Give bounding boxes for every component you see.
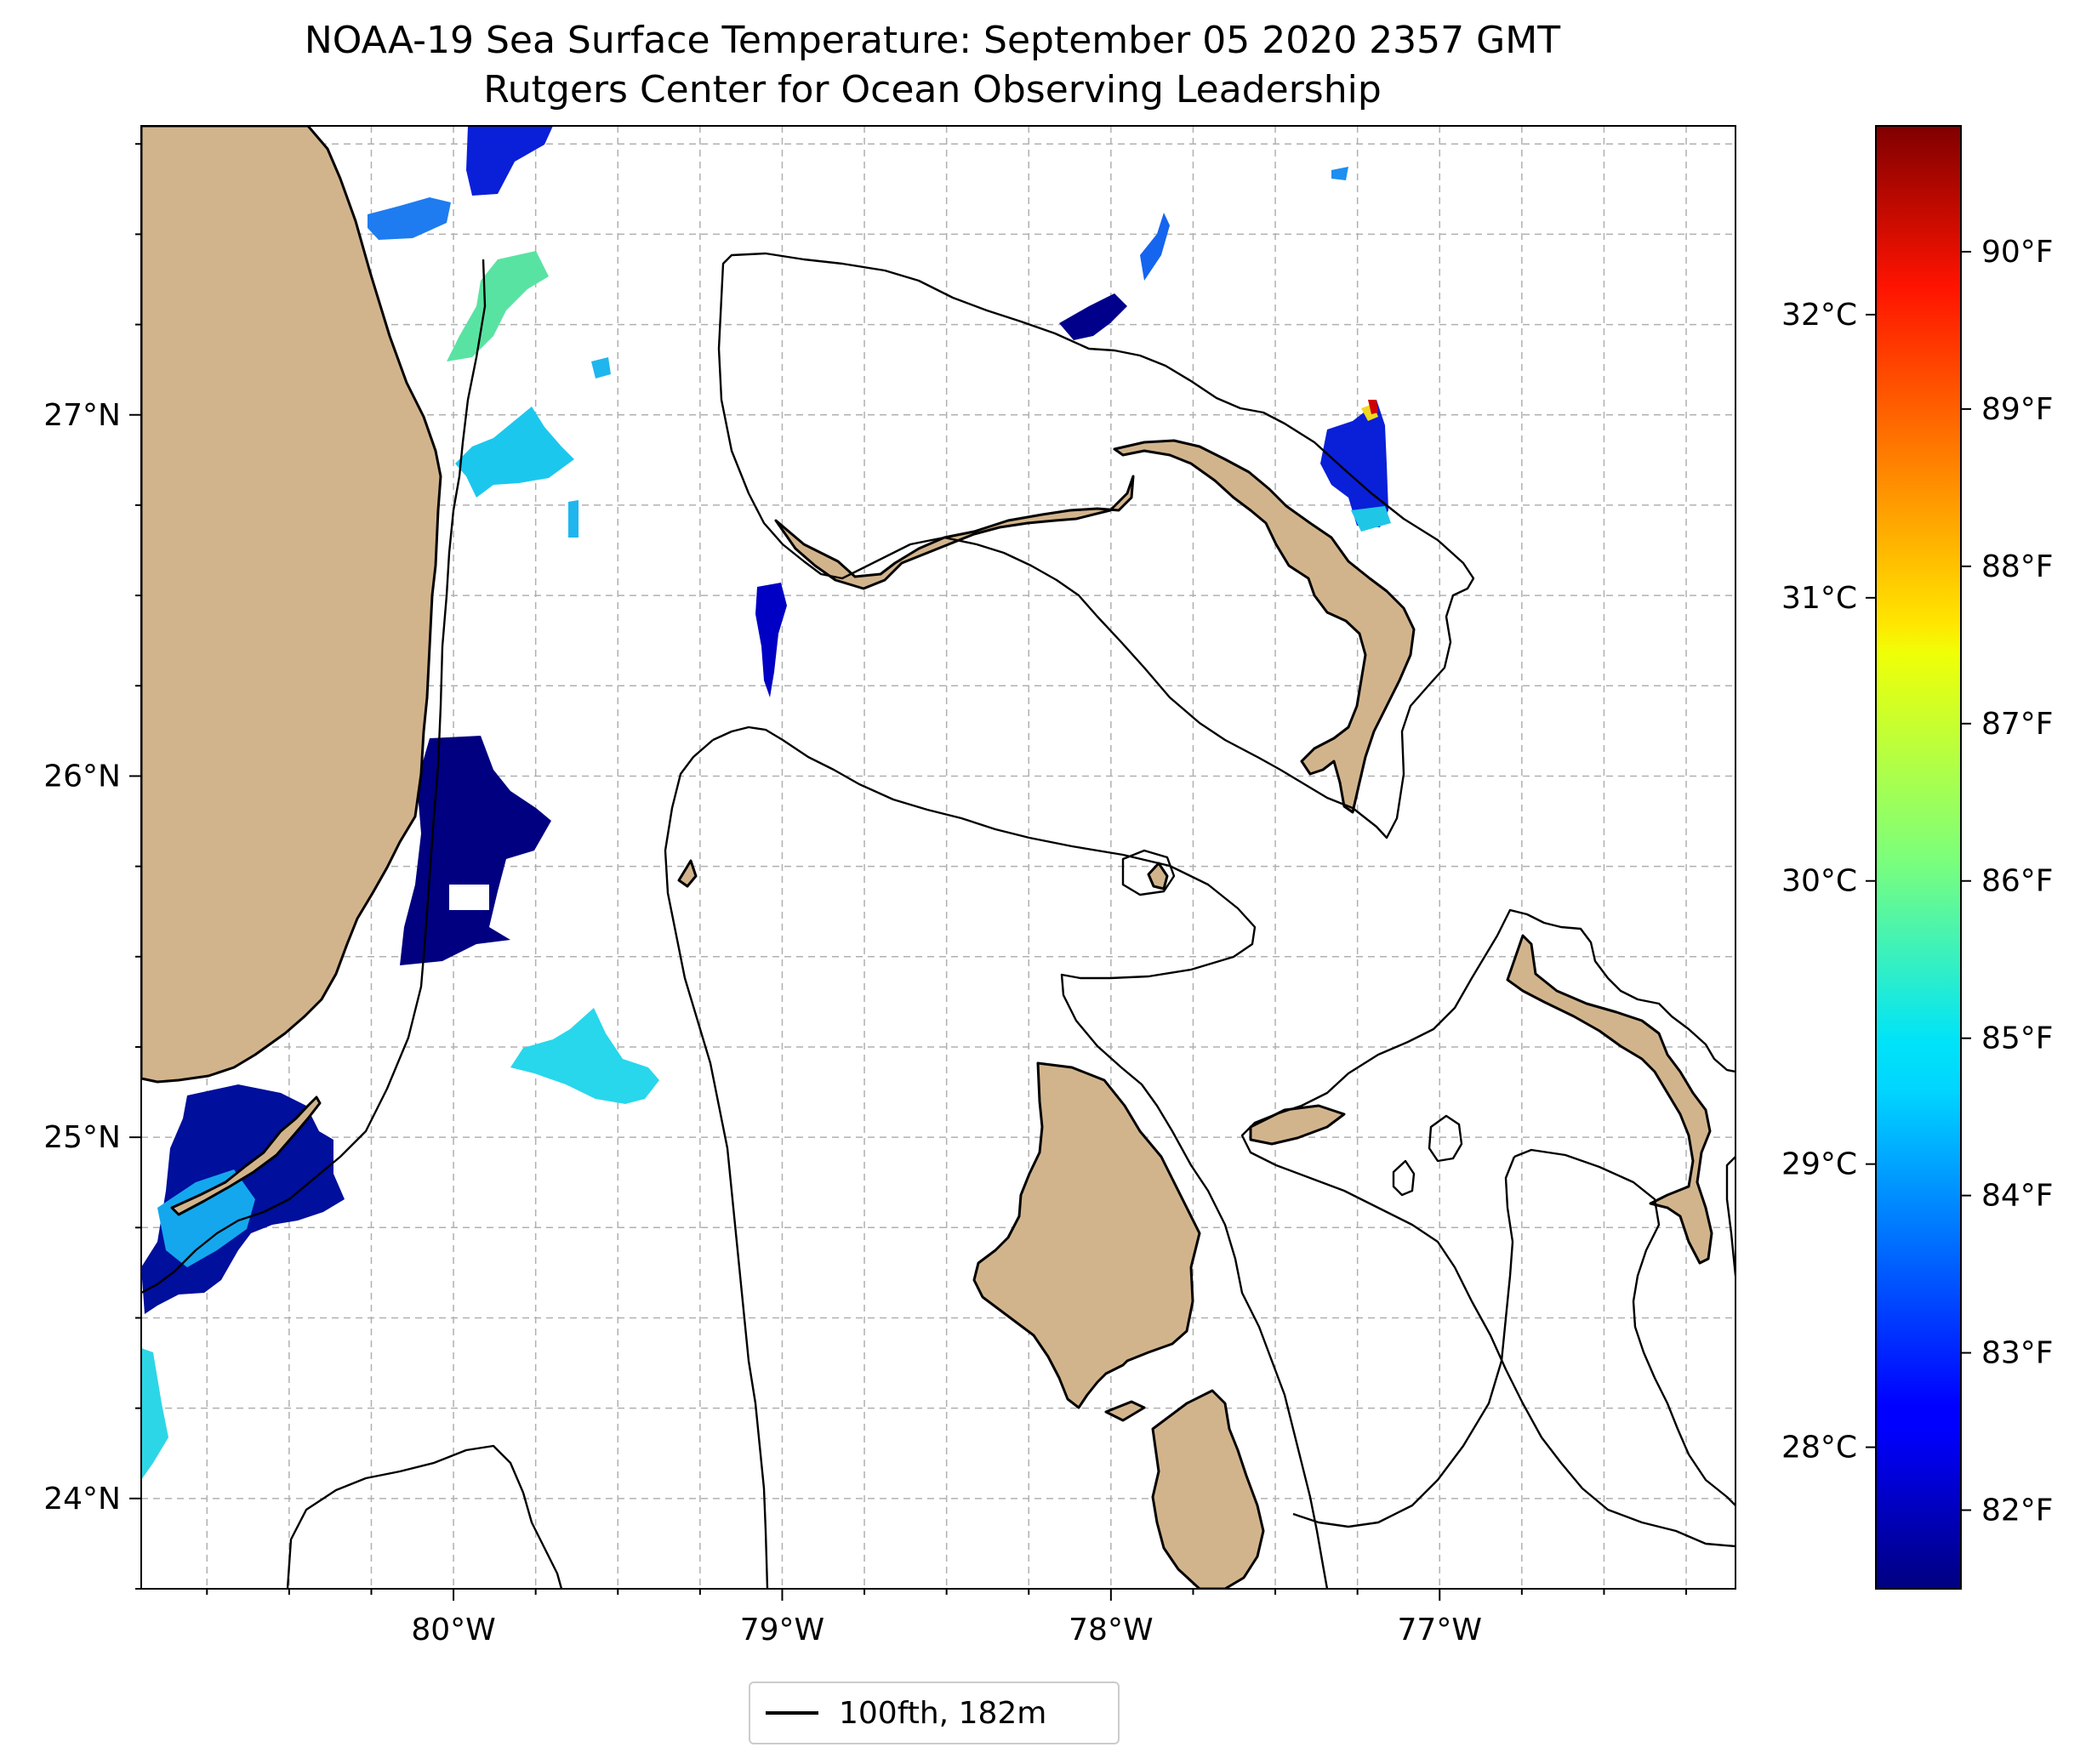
isobath-line	[1513, 1148, 1735, 1506]
isobath-line	[1504, 908, 1735, 1073]
lat-tick-label: 25°N	[43, 1120, 121, 1155]
legend: 100fth, 182m	[749, 1681, 1120, 1744]
sst-patch	[466, 126, 553, 196]
andros-bits	[1104, 1400, 1146, 1422]
chart-subtitle: Rutgers Center for Ocean Observing Leade…	[483, 68, 1382, 111]
colorbar-f-label: 85°F	[1981, 1021, 2054, 1056]
colorbar	[1875, 125, 1962, 1590]
isobath-line	[1292, 1156, 1516, 1528]
chart-title: NOAA-19 Sea Surface Temperature: Septemb…	[304, 19, 1561, 62]
sst-patch	[568, 500, 578, 538]
colorbar-f-label: 89°F	[1981, 392, 2054, 427]
isobath-line	[717, 252, 1475, 839]
florida-peninsula	[141, 126, 442, 1084]
sst-patch	[1059, 293, 1127, 340]
sst-patch	[1368, 400, 1378, 414]
sst-hole	[449, 885, 489, 910]
eleuthera	[1506, 934, 1713, 1265]
latitude-axis: 24°N 25°N 26°N 27°N	[43, 143, 141, 1590]
isobath-100fth	[141, 252, 1735, 1589]
lat-tick-label: 26°N	[43, 759, 121, 794]
lon-tick-label: 77°W	[1398, 1613, 1482, 1647]
sst-patch	[157, 1169, 255, 1267]
map-frame	[140, 125, 1736, 1590]
isobath-line	[141, 259, 487, 1295]
colorbar-c-label: 31°C	[1781, 581, 1857, 616]
lon-tick-label: 79°W	[740, 1613, 824, 1647]
sst-patch	[510, 1008, 659, 1104]
great-abaco	[1113, 439, 1416, 814]
colorbar-f-label: 86°F	[1981, 864, 2054, 899]
isobath-line	[664, 739, 769, 1589]
isobath-line	[712, 726, 1329, 1589]
isobath-line	[1240, 918, 1735, 1548]
sst-patch	[755, 583, 787, 697]
colorbar-fahrenheit-axis: 82°F 83°F 84°F 85°F 86°F 87°F 88°F 89°F 90°F	[1961, 235, 2054, 1528]
colorbar-c-label: 28°C	[1781, 1431, 1857, 1465]
grand-bahama	[774, 475, 1135, 590]
lon-tick-label: 80°W	[411, 1613, 495, 1647]
sst-patch	[400, 736, 551, 965]
map-area	[141, 126, 1735, 1589]
isobath-line	[1725, 1156, 1735, 1277]
longitude-axis: 80°W 79°W 78°W 77°W	[206, 1589, 1688, 1647]
colorbar-f-label: 84°F	[1981, 1179, 2054, 1214]
sst-patch	[1140, 213, 1170, 281]
andros-south	[1151, 1389, 1265, 1589]
isobath-line	[286, 1444, 563, 1589]
lat-tick-label: 24°N	[43, 1482, 121, 1516]
lat-tick-label: 27°N	[43, 398, 121, 433]
sst-patch	[1331, 167, 1348, 180]
colorbar-f-label: 82°F	[1981, 1494, 2054, 1528]
florida-keys	[170, 1095, 322, 1216]
legend-label: 100fth, 182m	[839, 1695, 1047, 1731]
colorbar-f-label: 90°F	[1981, 235, 2054, 270]
sst-data-patches	[141, 126, 1391, 1480]
colorbar-f-label: 83°F	[1981, 1336, 2054, 1371]
ocean	[141, 126, 1735, 1589]
colorbar-c-label: 32°C	[1781, 298, 1857, 333]
sst-patch	[1320, 400, 1388, 527]
isobath-ring	[1428, 1114, 1463, 1163]
sst-patch	[1351, 506, 1391, 532]
colorbar-c-label: 30°C	[1781, 864, 1857, 899]
colorbar-f-label: 87°F	[1981, 707, 2054, 742]
sst-patch	[455, 407, 574, 498]
sst-patch	[591, 357, 611, 378]
sst-patch	[141, 1348, 168, 1480]
colorbar-celsius-axis: 28°C 29°C 30°C 31°C 32°C	[1781, 298, 1876, 1465]
isobath-ring	[1392, 1159, 1416, 1197]
sst-patch	[368, 197, 451, 240]
lon-tick-label: 78°W	[1069, 1613, 1153, 1647]
bimini	[677, 859, 698, 888]
berry-islands	[1147, 862, 1169, 891]
colorbar-f-label: 88°F	[1981, 549, 2054, 584]
legend-line-swatch	[766, 1711, 818, 1715]
sst-patch	[447, 251, 549, 361]
colorbar-c-label: 29°C	[1781, 1147, 1857, 1182]
land-masses	[141, 126, 1713, 1589]
isobath-ring	[1121, 849, 1176, 896]
andros	[972, 1061, 1201, 1409]
